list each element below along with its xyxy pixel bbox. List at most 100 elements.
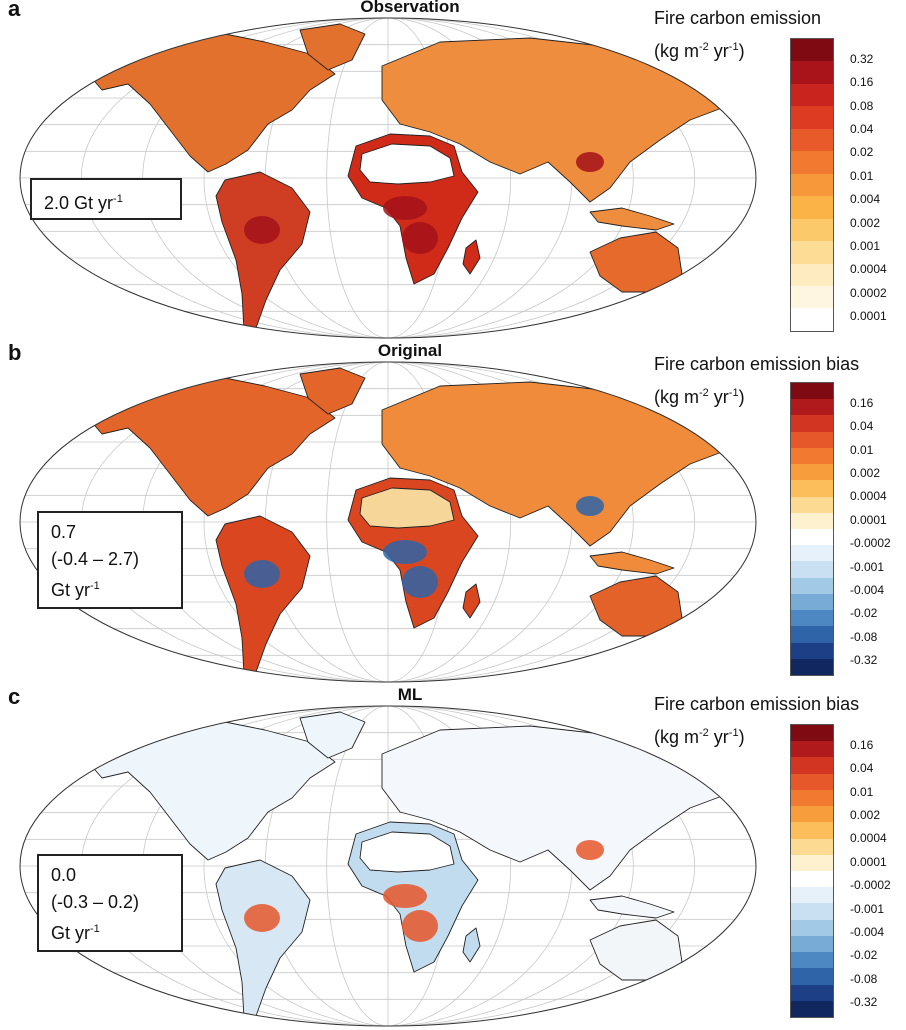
world-map — [19, 705, 757, 1027]
colorbar-swatch — [791, 935, 833, 953]
panel-c: c ML Fire carbon emission bias (kg m-2 y… — [0, 684, 906, 1028]
colorbar-swatch — [791, 789, 833, 807]
colorbar-swatch — [791, 593, 833, 611]
colorbar-swatch — [791, 464, 833, 481]
colorbar-swatch — [791, 626, 833, 643]
panel-b: b Original Fire carbon emission bias (kg… — [0, 340, 906, 684]
colorbar-swatch — [791, 61, 833, 84]
landmass-madagascar — [462, 583, 481, 619]
colorbar-tick-label: 0.0004 — [850, 489, 887, 504]
total-emission-box: 0.7 (-0.4 – 2.7) Gt yr-1 — [37, 511, 183, 609]
colorbar-tick-label: 0.02 — [850, 145, 874, 160]
colorbar-swatch — [791, 968, 833, 985]
colorbar-tick-label: 0.04 — [850, 419, 874, 434]
colorbar-tick-label: -0.001 — [850, 901, 885, 916]
colorbar — [790, 382, 834, 676]
colorbar-tick-label: 0.04 — [850, 122, 874, 137]
colorbar-swatch — [791, 658, 833, 675]
panel-letter: c — [8, 684, 21, 709]
emission-hotspots — [244, 152, 604, 254]
colorbar-tick-label: 0.32 — [850, 52, 874, 67]
colorbar — [790, 724, 834, 1018]
landmass-sahara — [359, 831, 455, 873]
colorbar-swatch — [791, 399, 833, 416]
colorbar-title: Fire carbon emission (kg m-2 yr-1) — [654, 4, 821, 66]
colorbar-swatch — [791, 263, 833, 286]
colorbar-title-line1: Fire carbon emission — [654, 8, 822, 28]
colorbar-tick-label: -0.001 — [850, 559, 885, 574]
landmass-greenland — [299, 711, 366, 759]
colorbar-title-line1: Fire carbon emission bias — [654, 354, 860, 374]
total-emission-box: 2.0 Gt yr-1 — [30, 178, 182, 220]
colorbar-tick-label: 0.004 — [850, 192, 881, 207]
colorbar-swatch — [791, 725, 833, 742]
landmass-south-america — [215, 171, 311, 331]
panel-letter: b — [8, 340, 22, 365]
colorbar-swatch — [791, 480, 833, 497]
colorbar-swatch — [791, 887, 833, 904]
colorbar-swatch — [791, 806, 833, 823]
colorbar-tick-label: 0.0001 — [850, 854, 887, 869]
colorbar-title: Fire carbon emission bias (kg m-2 yr-1) — [654, 350, 859, 412]
landmass-indonesia — [589, 551, 675, 575]
total-emission-box: 0.0 (-0.3 – 0.2) Gt yr-1 — [37, 854, 183, 952]
colorbar-swatch — [791, 83, 833, 107]
colorbar-tick-label: 0.04 — [850, 761, 874, 776]
total-line: (-0.4 – 2.7) — [51, 549, 140, 569]
panel-letter: a — [8, 0, 21, 21]
colorbar-unit: (kg m-2 yr-1) — [654, 727, 745, 747]
colorbar-swatch — [791, 512, 833, 529]
colorbar-swatch — [791, 151, 833, 174]
total-line: Gt yr-1 — [51, 923, 100, 943]
landmass-sahara — [359, 487, 455, 529]
colorbar-tick-label: -0.0002 — [850, 536, 891, 551]
colorbar-swatch — [791, 528, 833, 546]
total-line: (-0.3 – 0.2) — [51, 892, 140, 912]
colorbar — [790, 38, 834, 332]
colorbar-tick-label: 0.002 — [850, 808, 881, 823]
colorbar-swatch — [791, 218, 833, 242]
colorbar-tick-label: 0.0001 — [850, 308, 887, 323]
colorbar-swatch — [791, 952, 833, 969]
colorbar-swatch — [791, 870, 833, 888]
colorbar-swatch — [791, 496, 833, 513]
colorbar-swatch — [791, 773, 833, 790]
colorbar-swatch — [791, 173, 833, 197]
colorbar-swatch — [791, 241, 833, 264]
colorbar-swatch — [791, 128, 833, 152]
colorbar-title: Fire carbon emission bias (kg m-2 yr-1) — [654, 690, 859, 752]
map-outline — [19, 361, 757, 683]
colorbar-swatch — [791, 285, 833, 309]
colorbar-tick-label: -0.02 — [850, 606, 878, 621]
colorbar-tick-label: 0.01 — [850, 784, 874, 799]
panel-a: a Observation Fire carbon emission (kg m… — [0, 0, 906, 340]
colorbar-tick-label: 0.002 — [850, 466, 881, 481]
colorbar-tick-label: 0.002 — [850, 215, 881, 230]
landmass-greenland — [299, 23, 366, 71]
world-map — [19, 361, 757, 683]
landmass-sahara — [359, 143, 455, 185]
total-line: 0.7 — [51, 522, 77, 542]
colorbar-swatch — [791, 1000, 833, 1017]
colorbar-swatch — [791, 545, 833, 562]
colorbar-tick-label: -0.02 — [850, 948, 878, 963]
colorbar-unit: (kg m-2 yr-1) — [654, 41, 745, 61]
colorbar-swatch — [791, 757, 833, 774]
colorbar-swatch — [791, 39, 833, 62]
colorbar-swatch — [791, 196, 833, 219]
colorbar-swatch — [791, 447, 833, 465]
colorbar-swatch — [791, 822, 833, 839]
colorbar-tick-label: 0.16 — [850, 396, 874, 411]
colorbar-swatch — [791, 903, 833, 920]
landmass-madagascar — [462, 239, 481, 275]
colorbar-tick-label: 0.0004 — [850, 831, 887, 846]
colorbar-tick-label: 0.001 — [850, 238, 881, 253]
colorbar-tick-label: -0.004 — [850, 924, 885, 939]
colorbar-tick-label: 0.0002 — [850, 285, 887, 300]
landmass-south-america — [215, 859, 311, 1019]
total-line: 0.0 — [51, 865, 77, 885]
panel-title: ML — [397, 685, 423, 704]
colorbar-tick-label: 0.08 — [850, 98, 874, 113]
colorbar-tick-label: 0.0001 — [850, 512, 887, 527]
colorbar-tick-label: 0.16 — [850, 738, 874, 753]
